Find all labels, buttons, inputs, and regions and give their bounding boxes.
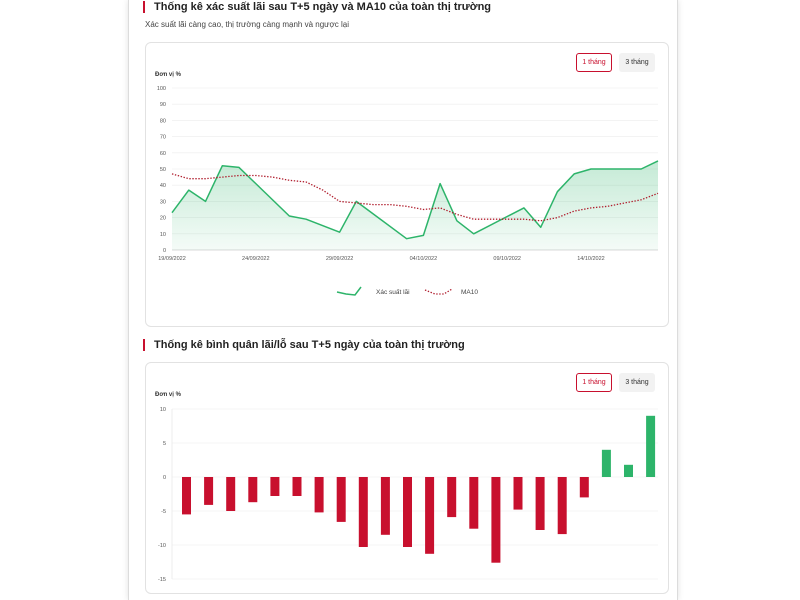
y-tick-label: 5: [163, 441, 166, 447]
y-tick-label: -10: [158, 543, 166, 549]
probability-chart-card: 1 tháng 3 tháng Đơn vị % 0 10 20 30 40 50 60 70…: [145, 42, 669, 327]
bar: [491, 477, 501, 563]
ma10-line: [171, 173, 659, 222]
y-tick-label: 90: [160, 102, 166, 108]
bar: [469, 477, 479, 529]
y-tick-label: 70: [160, 135, 166, 141]
bar: [314, 477, 324, 513]
y-tick-label: 40: [160, 183, 166, 189]
x-tick-label: 04/10/2022: [410, 256, 438, 262]
legend-ma10-label: MA10: [461, 289, 478, 296]
bar: [447, 477, 457, 518]
x-tick-label: 14/10/2022: [577, 256, 605, 262]
y-tick-label: 10: [160, 232, 166, 238]
y-tick-label: 10: [160, 407, 166, 413]
profit-loss-chart-card: 1 tháng 3 tháng Đơn vị % -15 -10 -5 0 5 10: [145, 362, 669, 594]
legend-probability-swatch: [336, 286, 362, 296]
bar: [292, 477, 302, 496]
y-tick-label: -15: [158, 577, 166, 583]
x-tick-label: 24/09/2022: [242, 256, 270, 262]
bar: [248, 477, 258, 503]
x-tick-label: 09/10/2022: [493, 256, 521, 262]
y-tick-label: 100: [157, 86, 166, 92]
bar: [226, 477, 236, 511]
unit-label: Đơn vị %: [155, 72, 181, 78]
section1-title: Thống kê xác suất lãi sau T+5 ngày và MA…: [143, 1, 491, 13]
bar: [358, 477, 368, 547]
bar: [403, 477, 412, 547]
legend-ma10-swatch: [424, 288, 453, 295]
section1-subtitle: Xác suất lãi càng cao, thị trường càng m…: [145, 20, 349, 29]
range-3-month-button[interactable]: 3 tháng: [619, 53, 655, 72]
unit-label: Đơn vị %: [155, 392, 181, 398]
section2-title: Thống kê bình quân lãi/lỗ sau T+5 ngày c…: [143, 339, 465, 351]
bar: [204, 477, 214, 505]
bar: [336, 477, 346, 522]
bar: [425, 477, 435, 554]
bar: [624, 464, 633, 477]
bar: [646, 415, 656, 477]
y-tick-label: 20: [160, 216, 166, 222]
bar: [270, 477, 280, 496]
range-1-month-button[interactable]: 1 tháng: [576, 53, 612, 72]
probability-line-chart: 0 10 20 30 40 50 60 70 80 90 100 19/09/2022 24/09/20…: [157, 86, 659, 296]
y-tick-label: 30: [160, 199, 166, 205]
bar: [182, 477, 191, 515]
y-tick-label: 60: [160, 151, 166, 157]
profit-loss-bar-chart: -15 -10 -5 0 5 10: [158, 407, 658, 583]
content-panel: Thống kê xác suất lãi sau T+5 ngày và MA…: [128, 0, 678, 600]
y-tick-label: 80: [160, 118, 166, 124]
bar: [601, 449, 611, 477]
x-tick-label: 29/09/2022: [326, 256, 354, 262]
bar: [535, 477, 545, 530]
y-tick-label: 0: [163, 475, 166, 481]
y-tick-label: 0: [163, 248, 166, 254]
y-tick-label: -5: [161, 509, 166, 515]
bar: [513, 477, 523, 510]
probability-area: [172, 160, 658, 250]
range-1-month-button[interactable]: 1 tháng: [576, 373, 612, 392]
bar: [579, 477, 589, 498]
y-tick-label: 50: [160, 167, 166, 173]
legend-probability-label: Xác suất lãi: [376, 287, 410, 296]
range-3-month-button[interactable]: 3 tháng: [619, 373, 655, 392]
x-tick-label: 19/09/2022: [158, 256, 186, 262]
bar: [557, 477, 567, 535]
probability-line: [171, 160, 659, 240]
bar: [380, 477, 390, 535]
